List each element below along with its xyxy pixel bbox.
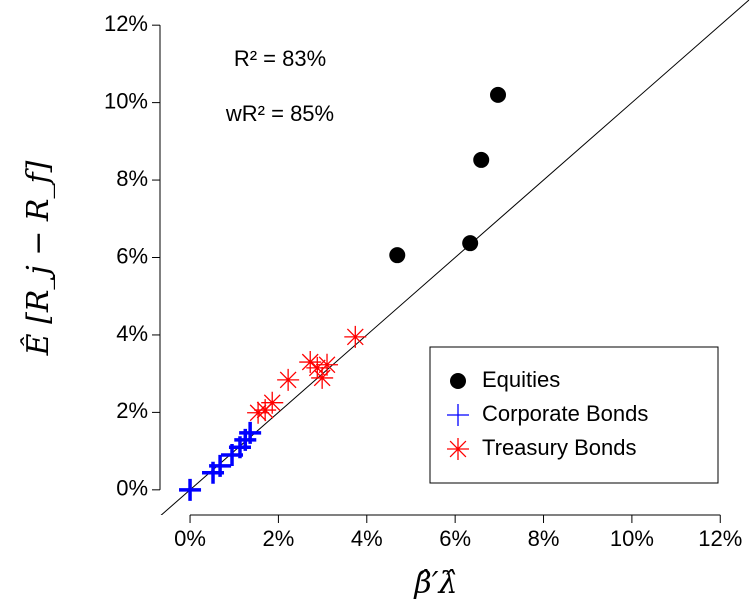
x-tick-label: 10% xyxy=(610,526,654,551)
point xyxy=(306,356,329,379)
point xyxy=(447,404,469,426)
point xyxy=(450,373,466,389)
annotation: wR² = 85% xyxy=(225,101,334,126)
x-tick-label: 2% xyxy=(263,526,295,551)
y-tick-label: 10% xyxy=(104,88,148,113)
point xyxy=(179,478,202,501)
plot-area xyxy=(160,0,750,515)
point xyxy=(209,454,232,477)
legend-box xyxy=(429,346,719,484)
point xyxy=(473,151,490,168)
annotation: R² = 83% xyxy=(234,46,326,71)
x-tick-label: 8% xyxy=(528,526,560,551)
point xyxy=(277,368,300,391)
x-tick-label: 12% xyxy=(698,526,742,551)
y-tick-label: 4% xyxy=(116,321,148,346)
legend: Equities Corporate Bonds Treasury Bonds xyxy=(429,346,719,484)
point xyxy=(311,366,334,389)
x-tick-label: 0% xyxy=(174,526,206,551)
y-axis-label: Ê [R_j − R_f] xyxy=(20,160,56,356)
point xyxy=(247,401,270,424)
legend-label: Equities xyxy=(482,367,560,392)
point xyxy=(389,247,406,264)
x-tick-label: 4% xyxy=(351,526,383,551)
point xyxy=(447,438,469,460)
legend-label: Corporate Bonds xyxy=(482,401,648,426)
point xyxy=(299,351,322,374)
reference-line xyxy=(160,0,750,515)
x-tick-label: 6% xyxy=(439,526,471,551)
point xyxy=(490,86,507,103)
point xyxy=(261,391,284,414)
y-tick-label: 12% xyxy=(104,11,148,36)
point xyxy=(462,235,479,252)
x-axis-label: β̂′λ̂ xyxy=(413,566,457,601)
y-tick-label: 2% xyxy=(116,398,148,423)
legend-label: Treasury Bonds xyxy=(482,435,636,460)
point xyxy=(316,353,339,376)
y-tick-label: 0% xyxy=(116,476,148,501)
point xyxy=(344,325,367,348)
y-tick-label: 8% xyxy=(116,166,148,191)
y-tick-label: 6% xyxy=(116,243,148,268)
point xyxy=(239,421,262,444)
